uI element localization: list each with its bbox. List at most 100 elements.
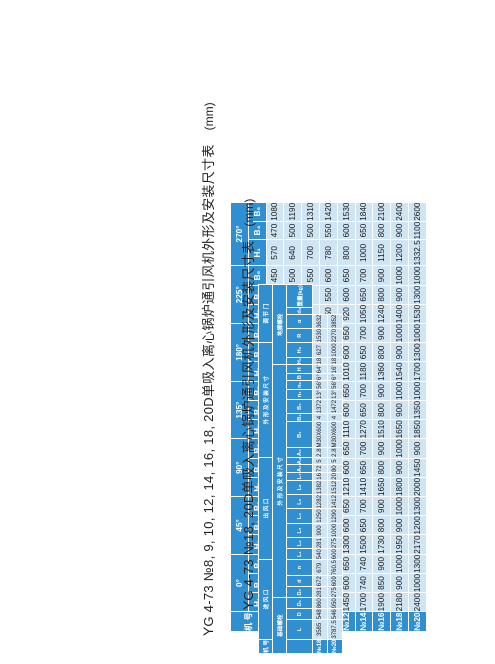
table-cell: 1700 — [408, 362, 427, 382]
table-cell: 3585 — [312, 619, 328, 640]
table-cell: 546 — [327, 608, 343, 620]
column-header: L₃ — [286, 523, 313, 538]
table-cell: 1400 — [390, 304, 409, 324]
table-cell: 679 — [312, 559, 328, 576]
table-cell: 64' — [312, 364, 328, 374]
table-cell: 2270 — [327, 328, 343, 343]
table-cell: 650 — [355, 285, 373, 305]
table-cell: 1180 — [355, 362, 373, 382]
table-cell: 609 — [327, 575, 343, 587]
table-cell: 16' — [327, 364, 343, 374]
table-cell: 650 — [355, 515, 373, 535]
table-cell: 1000 — [390, 381, 409, 401]
table-cell: 1000 — [390, 554, 409, 574]
column-header: d — [286, 575, 313, 587]
table-cell: 900 — [390, 221, 409, 240]
table-cell: 1000 — [390, 323, 409, 343]
table-cell: 18 — [312, 357, 328, 365]
table-cell: 600 — [337, 221, 356, 240]
table-cell: 700 — [355, 438, 373, 459]
table-cell: 16 — [312, 472, 328, 481]
table-cell: 1000 — [355, 239, 373, 266]
column-header: A₃ — [286, 447, 313, 458]
table-cell: 450 — [266, 265, 284, 286]
table-cell: 1000 — [390, 496, 409, 516]
table-cell: 627 — [312, 342, 328, 358]
row-model: №20 — [327, 639, 343, 654]
table-row: №16 1900 850 900 1730 800 900 1650 800 900 1510 800… — [372, 202, 391, 632]
table-cell: 700 — [355, 265, 373, 286]
column-header: d₃ — [286, 307, 313, 315]
table-cell: 1360 — [372, 362, 391, 382]
table-cell: 500 — [301, 221, 320, 240]
table-row: №18 3585 548 860 281 672 679 540 281 900 1250 1282 1… — [312, 285, 328, 654]
column-header: R — [286, 328, 313, 343]
table-cell: 1282 — [312, 494, 328, 509]
table-cell: 1420 — [319, 202, 338, 222]
title-prefix: Y — [240, 600, 256, 610]
table-cell: 900 — [372, 381, 391, 401]
row-model: №20 — [408, 611, 427, 632]
table-cell: 500 — [283, 265, 302, 286]
table-cell: 275 — [327, 586, 343, 598]
title-text: G 4-73 №18, 20D单吸入离心锅炉通引风机外形及安装尺寸表 — [241, 240, 256, 601]
group-header: 外 形 及 安 装 尺 寸 — [258, 342, 273, 458]
column-header: n₂ — [286, 380, 313, 390]
table-cell: 1530 — [408, 304, 427, 324]
table-cell: 1650 — [390, 419, 409, 439]
table-cell: 570 — [266, 239, 284, 266]
column-header: L₁ — [286, 548, 313, 560]
unit-label: (mm) — [202, 102, 216, 131]
column-header: H₁ — [286, 357, 313, 365]
table-cell: 1150 — [372, 239, 391, 266]
column-header: L₂ — [286, 537, 313, 549]
table-cell: 1412 — [327, 494, 343, 509]
table-cell: 56' — [327, 380, 343, 390]
row-model: №16 — [372, 611, 391, 632]
table-cell: 1200 — [390, 239, 409, 266]
table-cell: 1080 — [266, 202, 284, 222]
table-cell: 1500 — [355, 534, 373, 555]
table-cell: 650 — [355, 221, 373, 240]
table-cell: 900 — [372, 554, 391, 574]
table-cell: 860 — [312, 597, 328, 609]
table-cell: 1000 — [408, 265, 427, 286]
table-cell: 800 — [372, 400, 391, 420]
table-cell: 1270 — [355, 419, 373, 439]
header-row-1: 机 号进 风 口出 风 口外 形 及 安 装 尺 寸调 节 门 — [258, 284, 273, 654]
table-cell: 650 — [355, 342, 373, 362]
table-cell: 800 — [372, 285, 391, 305]
table-cell: 1800 — [390, 477, 409, 497]
column-header: α — [286, 314, 313, 329]
title-text: G 4-73 №8, 9, 10, 12, 14, 16, 18, 20D单吸入… — [201, 144, 216, 627]
table-cell: 740 — [355, 554, 373, 574]
table-cell: 1000 — [390, 438, 409, 459]
table-cell: 1472 — [327, 399, 343, 414]
table-cell: 4 — [327, 413, 343, 422]
table-cell: 1100 — [408, 221, 427, 240]
table-cell: 900 — [312, 523, 328, 538]
column-header: B₂ — [286, 413, 313, 422]
table-cell: 1350 — [408, 400, 427, 420]
table-cell: 700 — [355, 381, 373, 401]
corner-cell — [286, 639, 313, 654]
subgroup-header: 基础螺栓 — [272, 597, 287, 654]
table-cell: 3852 — [327, 314, 343, 329]
table-cell: 1900 — [372, 592, 391, 612]
table-cell: 950 — [327, 597, 343, 609]
table-cell: 1512 — [327, 480, 343, 495]
column-header: L₇ — [286, 472, 313, 481]
table-cell: 780 — [319, 239, 338, 266]
header-row-3: L D D₁ D₂ d n L₁ L₂ L₃ L₄ L₅ L₆ L₇ A₁ A₂ A₃ B₁ B₂ B₃ n₁ n₂ B H… — [286, 284, 313, 654]
column-header: H — [286, 364, 313, 374]
table-cell: 900 — [390, 515, 409, 535]
table-cell: 281 — [312, 586, 328, 598]
table-cell: 550 — [301, 265, 320, 286]
table-cell: 700 — [355, 496, 373, 516]
table-cell: 6° — [312, 373, 328, 381]
table-cell: 80 — [327, 464, 343, 473]
table-cell: 1300 — [408, 342, 427, 362]
table-cell: 470 — [266, 221, 284, 240]
table-cell: 1000 — [408, 573, 427, 593]
table2-title: YG 4-73 №18, 20D单吸入离心锅炉通引风机外形及安装尺寸表 (mm) — [238, 199, 258, 610]
